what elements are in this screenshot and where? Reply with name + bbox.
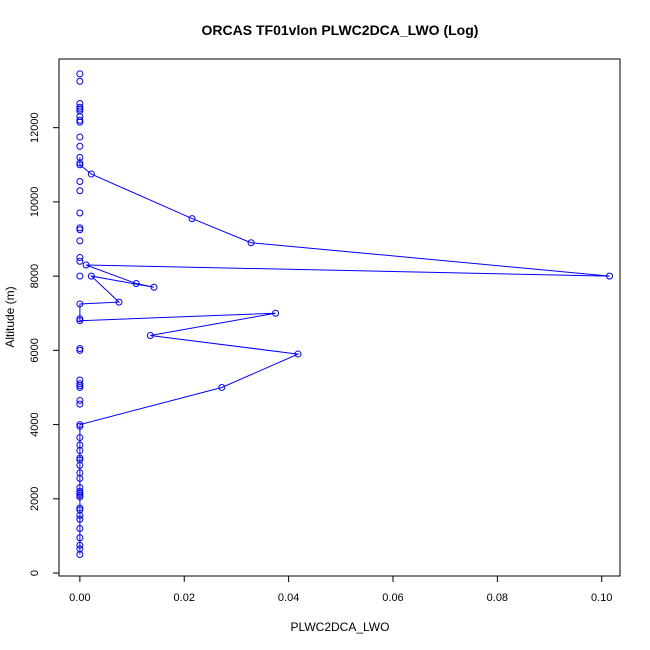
x-axis: 0.00 0.02 0.04 0.06 0.08 0.10 bbox=[69, 576, 612, 604]
data-point bbox=[76, 300, 84, 308]
y-tick-label: 12000 bbox=[29, 112, 41, 143]
data-point bbox=[76, 515, 84, 523]
data-point bbox=[76, 534, 84, 542]
data-point bbox=[76, 504, 84, 512]
data-point bbox=[76, 116, 84, 124]
data-point bbox=[76, 133, 84, 141]
y-tick-label: 6000 bbox=[29, 338, 41, 362]
y-tick-label: 10000 bbox=[29, 187, 41, 218]
data-point bbox=[76, 346, 84, 354]
y-tick-label: 0 bbox=[29, 570, 41, 576]
data-point bbox=[76, 376, 84, 384]
chart-title: ORCAS TF01vlon PLWC2DCA_LWO (Log) bbox=[202, 22, 479, 38]
data-point bbox=[76, 487, 84, 495]
data-point bbox=[76, 454, 84, 462]
data-point bbox=[76, 209, 84, 217]
data-point bbox=[76, 524, 84, 532]
x-tick-label: 0.00 bbox=[69, 592, 90, 604]
data-point bbox=[76, 100, 84, 108]
data-point bbox=[294, 350, 302, 358]
data-point bbox=[76, 456, 84, 464]
x-tick-label: 0.04 bbox=[278, 592, 299, 604]
y-tick-label: 2000 bbox=[29, 487, 41, 511]
data-point bbox=[188, 215, 196, 223]
data-point bbox=[76, 107, 84, 115]
data-point bbox=[76, 383, 84, 391]
x-axis-label: PLWC2DCA_LWO bbox=[291, 620, 390, 634]
data-point bbox=[76, 237, 84, 245]
data-point bbox=[146, 332, 154, 340]
data-point bbox=[76, 344, 84, 352]
plot-frame bbox=[58, 58, 621, 577]
data-point bbox=[115, 298, 123, 306]
data-point bbox=[76, 491, 84, 499]
x-tick-label: 0.08 bbox=[487, 592, 508, 604]
data-point bbox=[272, 309, 280, 317]
data-point bbox=[76, 422, 84, 430]
data-point bbox=[218, 383, 226, 391]
y-tick-label: 4000 bbox=[29, 412, 41, 436]
data-point bbox=[76, 272, 84, 280]
plot-area bbox=[76, 70, 614, 558]
data-point bbox=[76, 545, 84, 553]
data-point bbox=[76, 434, 84, 442]
data-point bbox=[82, 261, 90, 269]
data-point bbox=[76, 317, 84, 325]
data-point bbox=[76, 177, 84, 185]
data-point bbox=[76, 484, 84, 492]
data-point bbox=[87, 170, 95, 178]
data-point bbox=[76, 421, 84, 429]
data-point bbox=[76, 161, 84, 169]
data-point bbox=[76, 257, 84, 265]
series-line bbox=[79, 157, 610, 555]
data-point bbox=[76, 153, 84, 161]
x-tick-label: 0.10 bbox=[591, 592, 612, 604]
data-point bbox=[76, 380, 84, 388]
data-point bbox=[76, 400, 84, 408]
data-point bbox=[76, 541, 84, 549]
data-point bbox=[76, 77, 84, 85]
data-point bbox=[606, 272, 614, 280]
data-point bbox=[247, 239, 255, 247]
x-tick-label: 0.02 bbox=[174, 592, 195, 604]
data-point bbox=[132, 280, 140, 288]
y-tick-label: 8000 bbox=[29, 264, 41, 288]
data-point bbox=[76, 469, 84, 477]
data-point bbox=[76, 315, 84, 323]
y-axis: 0 2000 4000 6000 8000 10000 12000 bbox=[29, 112, 59, 576]
data-point bbox=[87, 272, 95, 280]
x-tick-label: 0.06 bbox=[382, 592, 403, 604]
y-axis-label: Altitude (m) bbox=[3, 286, 17, 347]
data-point bbox=[76, 441, 84, 449]
data-point bbox=[76, 396, 84, 404]
data-point bbox=[76, 254, 84, 262]
data-point bbox=[76, 226, 84, 234]
data-point bbox=[76, 506, 84, 514]
data-point bbox=[150, 283, 158, 291]
data-point bbox=[76, 142, 84, 150]
data-point bbox=[76, 187, 84, 195]
data-point bbox=[76, 70, 84, 78]
data-point bbox=[76, 224, 84, 232]
data-point bbox=[76, 103, 84, 111]
